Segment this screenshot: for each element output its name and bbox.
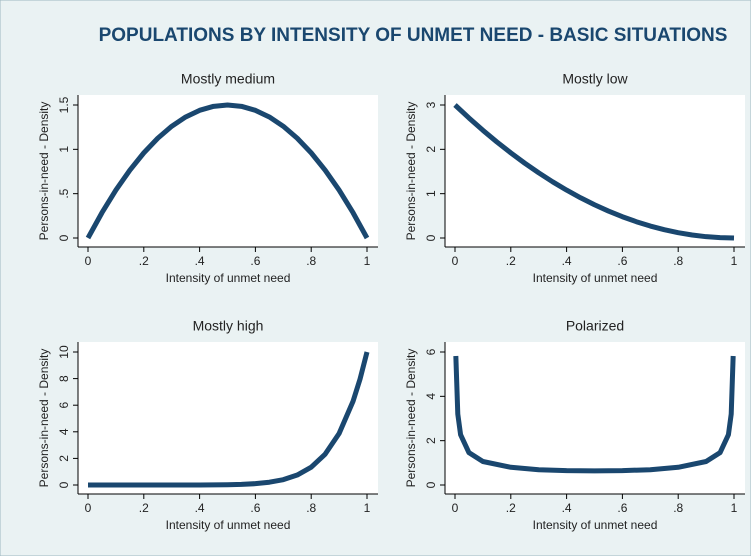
line-series <box>453 355 736 474</box>
subplot-title: Mostly high <box>193 318 264 334</box>
x-axis-label: Intensity of unmet need <box>166 518 291 532</box>
x-tick-label: 0 <box>85 501 92 515</box>
x-axis-label: Intensity of unmet need <box>533 518 658 532</box>
y-tick-label: 0 <box>57 481 71 488</box>
x-tick-label: 1 <box>731 254 738 268</box>
x-tick-label: .8 <box>673 254 683 268</box>
subplot-title: Mostly medium <box>181 71 275 87</box>
y-axis-label: Persons-in-need - Density <box>37 349 51 488</box>
x-tick-label: 0 <box>452 254 459 268</box>
y-tick-label: 2 <box>424 146 438 153</box>
x-tick-label: .6 <box>250 501 260 515</box>
x-tick-label: 0 <box>452 501 459 515</box>
y-tick-label: 8 <box>57 375 71 382</box>
x-axis-label: Intensity of unmet need <box>166 271 291 285</box>
x-tick-label: .4 <box>195 501 205 515</box>
y-tick-label: 0 <box>424 481 438 488</box>
y-tick-label: 3 <box>424 101 438 108</box>
chart-title: POPULATIONS BY INTENSITY OF UNMET NEED -… <box>99 25 728 46</box>
subplot-title: Polarized <box>566 318 624 334</box>
y-tick-label: 4 <box>57 428 71 435</box>
x-tick-label: .6 <box>617 254 627 268</box>
y-axis-label: Persons-in-need - Density <box>404 102 418 241</box>
y-tick-label: .5 <box>57 188 71 198</box>
x-tick-label: .2 <box>139 501 149 515</box>
plot-area <box>78 95 378 247</box>
x-tick-label: .8 <box>673 501 683 515</box>
y-tick-label: 4 <box>424 393 438 400</box>
subplot-title: Mostly low <box>562 71 628 87</box>
plot-area <box>78 342 378 494</box>
y-tick-label: 2 <box>57 455 71 462</box>
y-tick-label: 2 <box>424 437 438 444</box>
y-tick-label: 1 <box>424 190 438 197</box>
x-tick-label: .4 <box>562 501 572 515</box>
y-tick-label: 1.5 <box>57 96 71 113</box>
x-tick-label: .2 <box>139 254 149 268</box>
x-tick-label: 1 <box>364 501 371 515</box>
x-tick-label: .6 <box>250 254 260 268</box>
x-axis-label: Intensity of unmet need <box>533 271 658 285</box>
x-tick-label: .2 <box>506 501 516 515</box>
line-series <box>85 102 370 240</box>
x-tick-label: 1 <box>731 501 738 515</box>
y-tick-label: 0 <box>57 234 71 241</box>
x-tick-label: .4 <box>562 254 572 268</box>
x-tick-label: .6 <box>617 501 627 515</box>
x-tick-label: 1 <box>364 254 371 268</box>
y-tick-label: 6 <box>424 348 438 355</box>
y-axis-label: Persons-in-need - Density <box>404 349 418 488</box>
line-series <box>88 351 370 488</box>
y-axis-label: Persons-in-need - Density <box>37 102 51 241</box>
y-tick-label: 1 <box>57 146 71 153</box>
x-tick-label: 0 <box>85 254 92 268</box>
y-tick-label: 10 <box>57 345 71 359</box>
x-tick-label: .2 <box>506 254 516 268</box>
plot-area <box>445 95 745 247</box>
y-tick-label: 6 <box>57 402 71 409</box>
line-series <box>453 103 735 241</box>
x-tick-label: .8 <box>306 501 316 515</box>
x-tick-label: .8 <box>306 254 316 268</box>
x-tick-label: .4 <box>195 254 205 268</box>
y-tick-label: 0 <box>424 234 438 241</box>
